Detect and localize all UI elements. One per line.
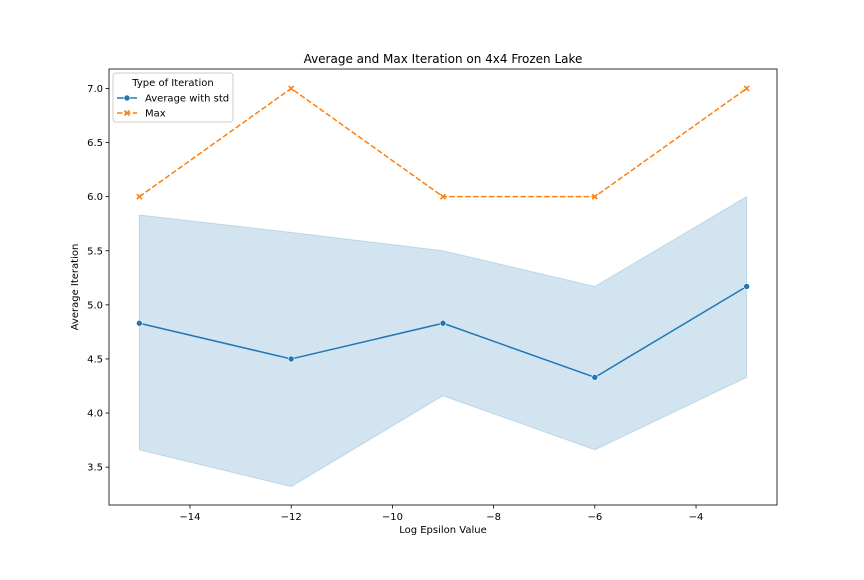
legend-swatch-marker — [123, 94, 131, 102]
series-max-point — [288, 85, 295, 92]
chart-title: Average and Max Iteration on 4x4 Frozen … — [304, 52, 583, 66]
plot-frame — [108, 68, 778, 506]
series-average-with-std-point — [287, 355, 295, 363]
legend-label: Average with std — [145, 94, 229, 105]
x-axis-ticks: −14 −12 −10 −8 −6 −4 — [179, 505, 703, 523]
y-tick-label: 3.5 — [87, 463, 103, 474]
y-tick-label: 4.5 — [87, 354, 103, 365]
series-max-point — [136, 193, 143, 200]
series-average-with-std-point — [136, 319, 143, 327]
y-tick-label: 4.0 — [87, 409, 103, 420]
legend-item-average-with-std: Average with std — [117, 94, 229, 105]
x-tick-label: −6 — [587, 512, 602, 523]
x-tick-label: −14 — [179, 512, 200, 523]
y-tick-label: 7.0 — [87, 84, 103, 95]
x-tick-label: −12 — [281, 512, 302, 523]
legend: Type of Iteration Average with std Max — [112, 72, 234, 123]
series-average-with-std-point — [743, 283, 750, 290]
x-tick-label: −10 — [382, 512, 403, 523]
legend-title: Type of Iteration — [131, 78, 213, 89]
series-max-point — [439, 193, 447, 200]
y-tick-label: 5.5 — [87, 246, 103, 257]
y-axis-label: Average Iteration — [70, 244, 81, 331]
x-axis-label: Log Epsilon Value — [399, 525, 487, 536]
series-max-point — [743, 85, 750, 92]
y-tick-label: 5.0 — [87, 300, 103, 311]
legend-box — [112, 72, 234, 123]
x-tick-label: −8 — [486, 512, 501, 523]
series-max-point — [591, 193, 598, 200]
y-tick-label: 6.0 — [87, 192, 103, 203]
legend-entries: Average with std Max — [117, 94, 229, 120]
y-axis-ticks: 3.5 4.0 4.5 5.0 5.5 6.0 6.5 7.0 — [87, 84, 109, 474]
y-tick-label: 6.5 — [87, 138, 103, 149]
legend-item-max: Max — [117, 109, 166, 120]
series-average-with-std-std-band — [138, 195, 748, 488]
legend-swatch-marker — [123, 109, 131, 117]
x-tick-label: −4 — [689, 512, 704, 523]
series-markers-layer — [136, 85, 750, 381]
legend-label: Max — [145, 109, 166, 120]
series-average-with-std-point — [591, 374, 599, 381]
series-average-with-std-point — [439, 319, 447, 327]
std-band-layer — [138, 195, 748, 488]
